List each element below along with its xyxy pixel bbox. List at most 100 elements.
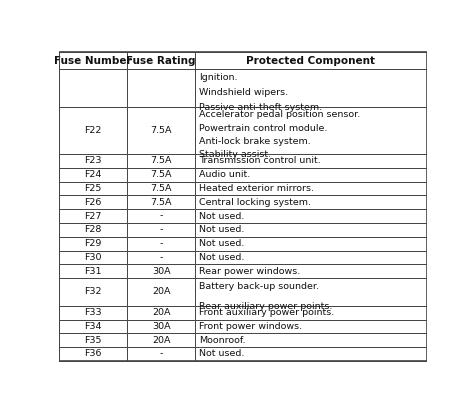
Bar	[127, 251, 195, 264]
Bar	[127, 196, 195, 209]
Bar	[127, 154, 195, 168]
Text: Fuse Number: Fuse Number	[55, 56, 132, 66]
Bar	[195, 196, 427, 209]
Bar	[59, 209, 127, 223]
Text: Not used.: Not used.	[199, 349, 244, 358]
Text: Front auxiliary power points.: Front auxiliary power points.	[199, 308, 334, 317]
Bar	[195, 168, 427, 182]
Bar	[195, 182, 427, 196]
Bar	[195, 209, 427, 223]
Text: Front power windows.: Front power windows.	[199, 322, 302, 331]
Text: F28: F28	[84, 225, 102, 234]
Bar	[195, 154, 427, 168]
Bar	[195, 278, 427, 306]
Bar	[195, 347, 427, 361]
Text: F32: F32	[84, 288, 102, 297]
Bar	[59, 168, 127, 182]
Bar	[195, 52, 427, 69]
Text: -: -	[160, 211, 163, 220]
Bar	[127, 264, 195, 278]
Text: Anti-lock brake system.: Anti-lock brake system.	[199, 137, 310, 146]
Text: 7.5A: 7.5A	[150, 126, 172, 135]
Text: Not used.: Not used.	[199, 239, 244, 248]
Text: Moonroof.: Moonroof.	[199, 336, 246, 345]
Text: F30: F30	[84, 253, 102, 262]
Bar	[59, 333, 127, 347]
Bar	[127, 333, 195, 347]
Bar	[59, 69, 127, 107]
Text: F26: F26	[84, 198, 102, 207]
Text: F34: F34	[84, 322, 102, 331]
Text: F35: F35	[84, 336, 102, 345]
Text: F31: F31	[84, 267, 102, 276]
Bar	[127, 69, 195, 107]
Text: Powertrain control module.: Powertrain control module.	[199, 124, 327, 133]
Text: 30A: 30A	[152, 322, 171, 331]
Text: F29: F29	[84, 239, 102, 248]
Text: F22: F22	[84, 126, 102, 135]
Text: -: -	[160, 349, 163, 358]
Bar	[195, 264, 427, 278]
Text: F36: F36	[84, 349, 102, 358]
Bar	[127, 168, 195, 182]
Text: Central locking system.: Central locking system.	[199, 198, 311, 207]
Text: Transmission control unit.: Transmission control unit.	[199, 157, 320, 166]
Text: F33: F33	[84, 308, 102, 317]
Text: -: -	[160, 239, 163, 248]
Text: Not used.: Not used.	[199, 253, 244, 262]
Bar	[127, 223, 195, 237]
Text: Windshield wipers.: Windshield wipers.	[199, 88, 288, 97]
Text: Stability assist.: Stability assist.	[199, 150, 271, 159]
Bar	[127, 107, 195, 154]
Bar	[59, 182, 127, 196]
Bar	[127, 182, 195, 196]
Bar	[59, 278, 127, 306]
Text: F25: F25	[84, 184, 102, 193]
Text: Not used.: Not used.	[199, 211, 244, 220]
Text: F27: F27	[84, 211, 102, 220]
Bar	[127, 237, 195, 251]
Text: F24: F24	[84, 170, 102, 179]
Text: 20A: 20A	[152, 336, 171, 345]
Bar	[59, 107, 127, 154]
Bar	[127, 347, 195, 361]
Bar	[59, 223, 127, 237]
Text: Rear power windows.: Rear power windows.	[199, 267, 300, 276]
Bar	[59, 264, 127, 278]
Text: 7.5A: 7.5A	[150, 157, 172, 166]
Text: Passive anti-theft system.: Passive anti-theft system.	[199, 103, 322, 112]
Text: 7.5A: 7.5A	[150, 170, 172, 179]
Bar	[59, 347, 127, 361]
Text: 7.5A: 7.5A	[150, 198, 172, 207]
Text: Protected Component: Protected Component	[246, 56, 375, 66]
Bar	[127, 306, 195, 319]
Bar	[59, 52, 127, 69]
Bar	[127, 52, 195, 69]
Bar	[127, 319, 195, 333]
Bar	[59, 319, 127, 333]
Bar	[195, 306, 427, 319]
Text: Rear auxiliary power points.: Rear auxiliary power points.	[199, 302, 332, 311]
Bar	[195, 107, 427, 154]
Bar	[195, 319, 427, 333]
Text: Ignition.: Ignition.	[199, 73, 237, 82]
Text: 20A: 20A	[152, 308, 171, 317]
Bar	[59, 154, 127, 168]
Text: Battery back-up sounder.: Battery back-up sounder.	[199, 282, 319, 291]
Text: Accelerator pedal position sensor.: Accelerator pedal position sensor.	[199, 110, 360, 119]
Text: Heated exterior mirrors.: Heated exterior mirrors.	[199, 184, 314, 193]
Bar	[59, 196, 127, 209]
Bar	[127, 278, 195, 306]
Text: 7.5A: 7.5A	[150, 184, 172, 193]
Text: Audio unit.: Audio unit.	[199, 170, 250, 179]
Bar	[59, 237, 127, 251]
Bar	[195, 223, 427, 237]
Bar	[59, 306, 127, 319]
Text: -: -	[160, 225, 163, 234]
Text: Not used.: Not used.	[199, 225, 244, 234]
Text: F23: F23	[84, 157, 102, 166]
Text: -: -	[160, 253, 163, 262]
Bar	[59, 251, 127, 264]
Text: 30A: 30A	[152, 267, 171, 276]
Bar	[127, 209, 195, 223]
